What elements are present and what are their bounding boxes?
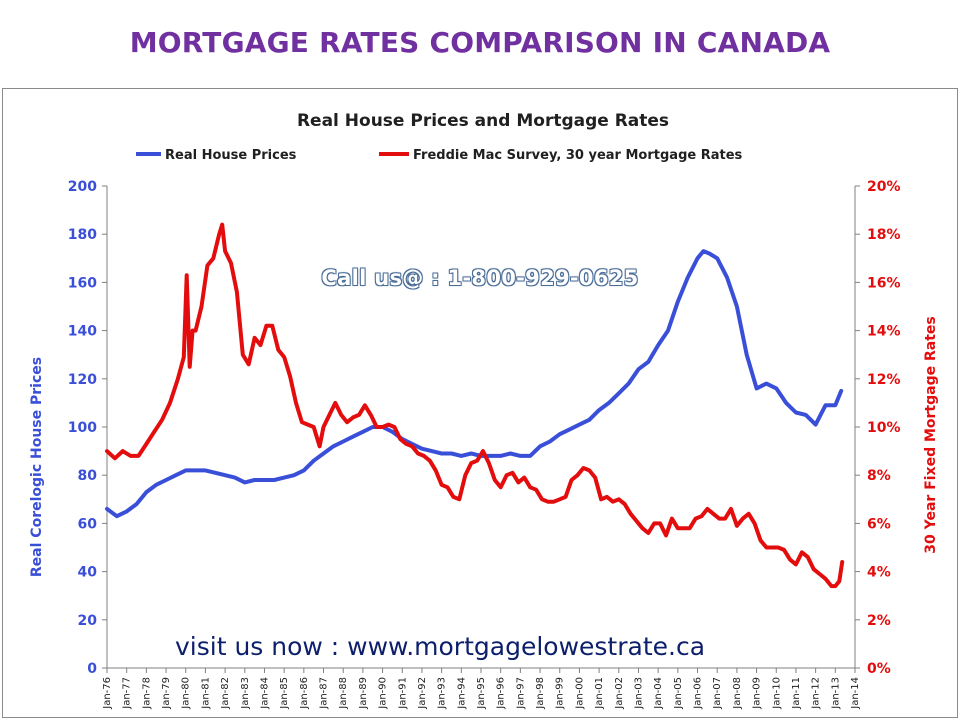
x-tick-label: Jan-11 xyxy=(791,677,802,710)
y2-tick-label: 8% xyxy=(867,468,891,484)
y2-tick-label: 2% xyxy=(867,613,891,629)
y-tick-label: 160 xyxy=(68,275,97,291)
x-tick-label: Jan-89 xyxy=(358,677,369,710)
x-tick-label: Jan-00 xyxy=(574,677,585,710)
legend-label-house-prices: Real House Prices xyxy=(165,148,297,163)
y2-tick-label: 10% xyxy=(867,420,901,436)
y2-tick-label: 6% xyxy=(867,516,891,532)
y2-tick-label: 4% xyxy=(867,565,891,581)
y-tick-label: 100 xyxy=(68,420,97,436)
x-tick-label: Jan-91 xyxy=(397,677,408,710)
axes xyxy=(106,186,856,669)
y2-tick-label: 20% xyxy=(867,179,901,195)
chart-frame: Real House Prices and Mortgage Rates Rea… xyxy=(2,88,958,718)
x-tick-label: Jan-04 xyxy=(653,677,664,710)
x-tick-label: Jan-93 xyxy=(437,677,448,710)
x-tick-label: Jan-88 xyxy=(338,677,349,710)
x-tick-label: Jan-81 xyxy=(200,677,211,710)
y2-tick-label: 16% xyxy=(867,275,901,291)
y-tick-label: 20 xyxy=(78,613,98,629)
x-tick-label: Jan-14 xyxy=(850,677,861,710)
y2-tick-label: 18% xyxy=(867,227,901,243)
x-tick-label: Jan-12 xyxy=(811,677,822,710)
series-line-mortgage-rates xyxy=(105,222,845,589)
y-tick-label: 80 xyxy=(78,468,98,484)
x-tick-label: Jan-02 xyxy=(614,677,625,710)
x-tick-label: Jan-13 xyxy=(830,677,841,710)
y-tick-label: 0 xyxy=(87,661,97,677)
x-tick-label: Jan-77 xyxy=(122,677,133,710)
x-tick-label: Jan-97 xyxy=(515,677,526,710)
y-ticks: 0 20 40 60 80 100 120 140 160 180 200 xyxy=(68,179,107,677)
x-ticks: Jan-76 Jan-77 Jan-78 Jan-79 Jan-80 Jan-81 Jan-… xyxy=(102,668,861,710)
y2-tick-label: 0% xyxy=(867,661,891,677)
x-tick-label: Jan-94 xyxy=(456,677,467,710)
x-tick-label: Jan-76 xyxy=(102,677,113,710)
legend-label-mortgage-rates: Freddie Mac Survey, 30 year Mortgage Rat… xyxy=(413,148,743,163)
y2-tick-label: 12% xyxy=(867,372,901,388)
y-tick-label: 120 xyxy=(68,372,97,388)
y-tick-label: 200 xyxy=(68,179,97,195)
x-tick-label: Jan-83 xyxy=(240,677,251,710)
x-tick-label: Jan-05 xyxy=(673,677,684,710)
x-tick-label: Jan-86 xyxy=(299,677,310,710)
x-tick-label: Jan-84 xyxy=(259,677,270,710)
y2-ticks: 0% 2% 4% 6% 8% 10% 12% 14% 16% 18% 20% xyxy=(855,179,901,677)
y2-tick-label: 14% xyxy=(867,324,901,340)
x-tick-label: Jan-96 xyxy=(496,677,507,710)
x-tick-label: Jan-10 xyxy=(771,677,782,710)
chart: Real House Prices and Mortgage Rates Rea… xyxy=(29,111,939,710)
series-line-house-prices xyxy=(105,249,844,519)
x-tick-label: Jan-03 xyxy=(633,677,644,710)
x-tick-label: Jan-99 xyxy=(555,677,566,710)
x-tick-label: Jan-08 xyxy=(732,677,743,710)
x-tick-label: Jan-78 xyxy=(141,677,152,710)
page-heading: MORTGAGE RATES COMPARISON IN CANADA xyxy=(129,26,831,59)
y-tick-label: 40 xyxy=(78,565,98,581)
x-tick-label: Jan-92 xyxy=(417,677,428,710)
call-us-text: Call us@ : 1-800-929-0625 xyxy=(321,266,639,290)
chart-title: Real House Prices and Mortgage Rates xyxy=(297,111,669,131)
x-tick-label: Jan-09 xyxy=(752,677,763,710)
x-tick-label: Jan-95 xyxy=(476,677,487,710)
series xyxy=(105,222,845,589)
x-tick-label: Jan-79 xyxy=(161,677,172,710)
x-tick-label: Jan-90 xyxy=(378,677,389,710)
legend: Real House Prices Freddie Mac Survey, 30… xyxy=(136,148,743,163)
x-tick-label: Jan-80 xyxy=(181,677,192,710)
x-tick-label: Jan-85 xyxy=(279,677,290,710)
y-axis-label: Real Corelogic House Prices xyxy=(29,357,45,577)
y2-axis-label: 30 Year Fixed Mortgage Rates xyxy=(923,316,939,553)
x-tick-label: Jan-01 xyxy=(594,677,605,710)
y-tick-label: 140 xyxy=(68,324,97,340)
x-tick-label: Jan-87 xyxy=(319,677,330,710)
x-tick-label: Jan-06 xyxy=(693,677,704,710)
x-tick-label: Jan-07 xyxy=(712,677,723,710)
y-tick-label: 180 xyxy=(68,227,97,243)
x-tick-label: Jan-82 xyxy=(220,677,231,710)
visit-us-text[interactable]: visit us now : www.mortgagelowestrate.ca xyxy=(174,632,706,661)
x-tick-label: Jan-98 xyxy=(535,677,546,710)
y-tick-label: 60 xyxy=(78,516,98,532)
